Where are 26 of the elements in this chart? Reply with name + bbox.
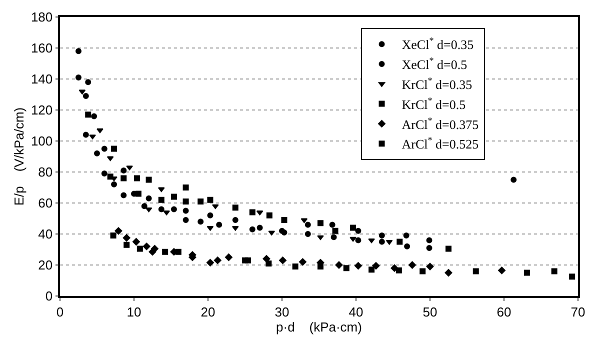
legend-label: ArCl$^{*}$ d=0.525	[402, 135, 479, 152]
x-tick-label: 20	[200, 304, 216, 320]
y-tick-label: 0	[45, 288, 53, 304]
y-tick-label: 80	[38, 164, 53, 180]
x-tick-label: 50	[422, 304, 438, 320]
legend-label: XeCl$^{*}$ d=0.5	[402, 56, 468, 72]
x-axis-title: p·d (kPa·cm)	[276, 319, 362, 334]
y-axis-title: E/p (V/kPa/cm)	[11, 107, 26, 206]
legend-label: KrCl$^{*}$ d=0.5	[402, 95, 466, 112]
y-tick-label: 180	[30, 10, 53, 25]
x-tick-label: 30	[274, 304, 290, 320]
x-tick-label: 60	[496, 304, 512, 320]
x-tick-label: 10	[126, 304, 142, 320]
y-tick-label: 60	[38, 196, 53, 211]
y-tick-label: 20	[38, 258, 53, 273]
legend-label: KrCl$^{*}$ d=0.35	[402, 76, 472, 92]
y-tick-label: 160	[30, 40, 53, 56]
y-tick-label: 120	[30, 102, 53, 118]
y-tick-label: 140	[30, 72, 53, 87]
legend-label: XeCl$^{*}$ d=0.35	[402, 36, 474, 52]
x-tick-label: 70	[570, 304, 586, 320]
legend-label: ArCl$^{*}$ d=0.375	[402, 115, 479, 132]
y-tick-label: 40	[38, 226, 53, 242]
x-tick-label: 0	[56, 304, 64, 320]
y-tick-label: 100	[30, 134, 53, 149]
x-tick-label: 40	[348, 304, 364, 320]
